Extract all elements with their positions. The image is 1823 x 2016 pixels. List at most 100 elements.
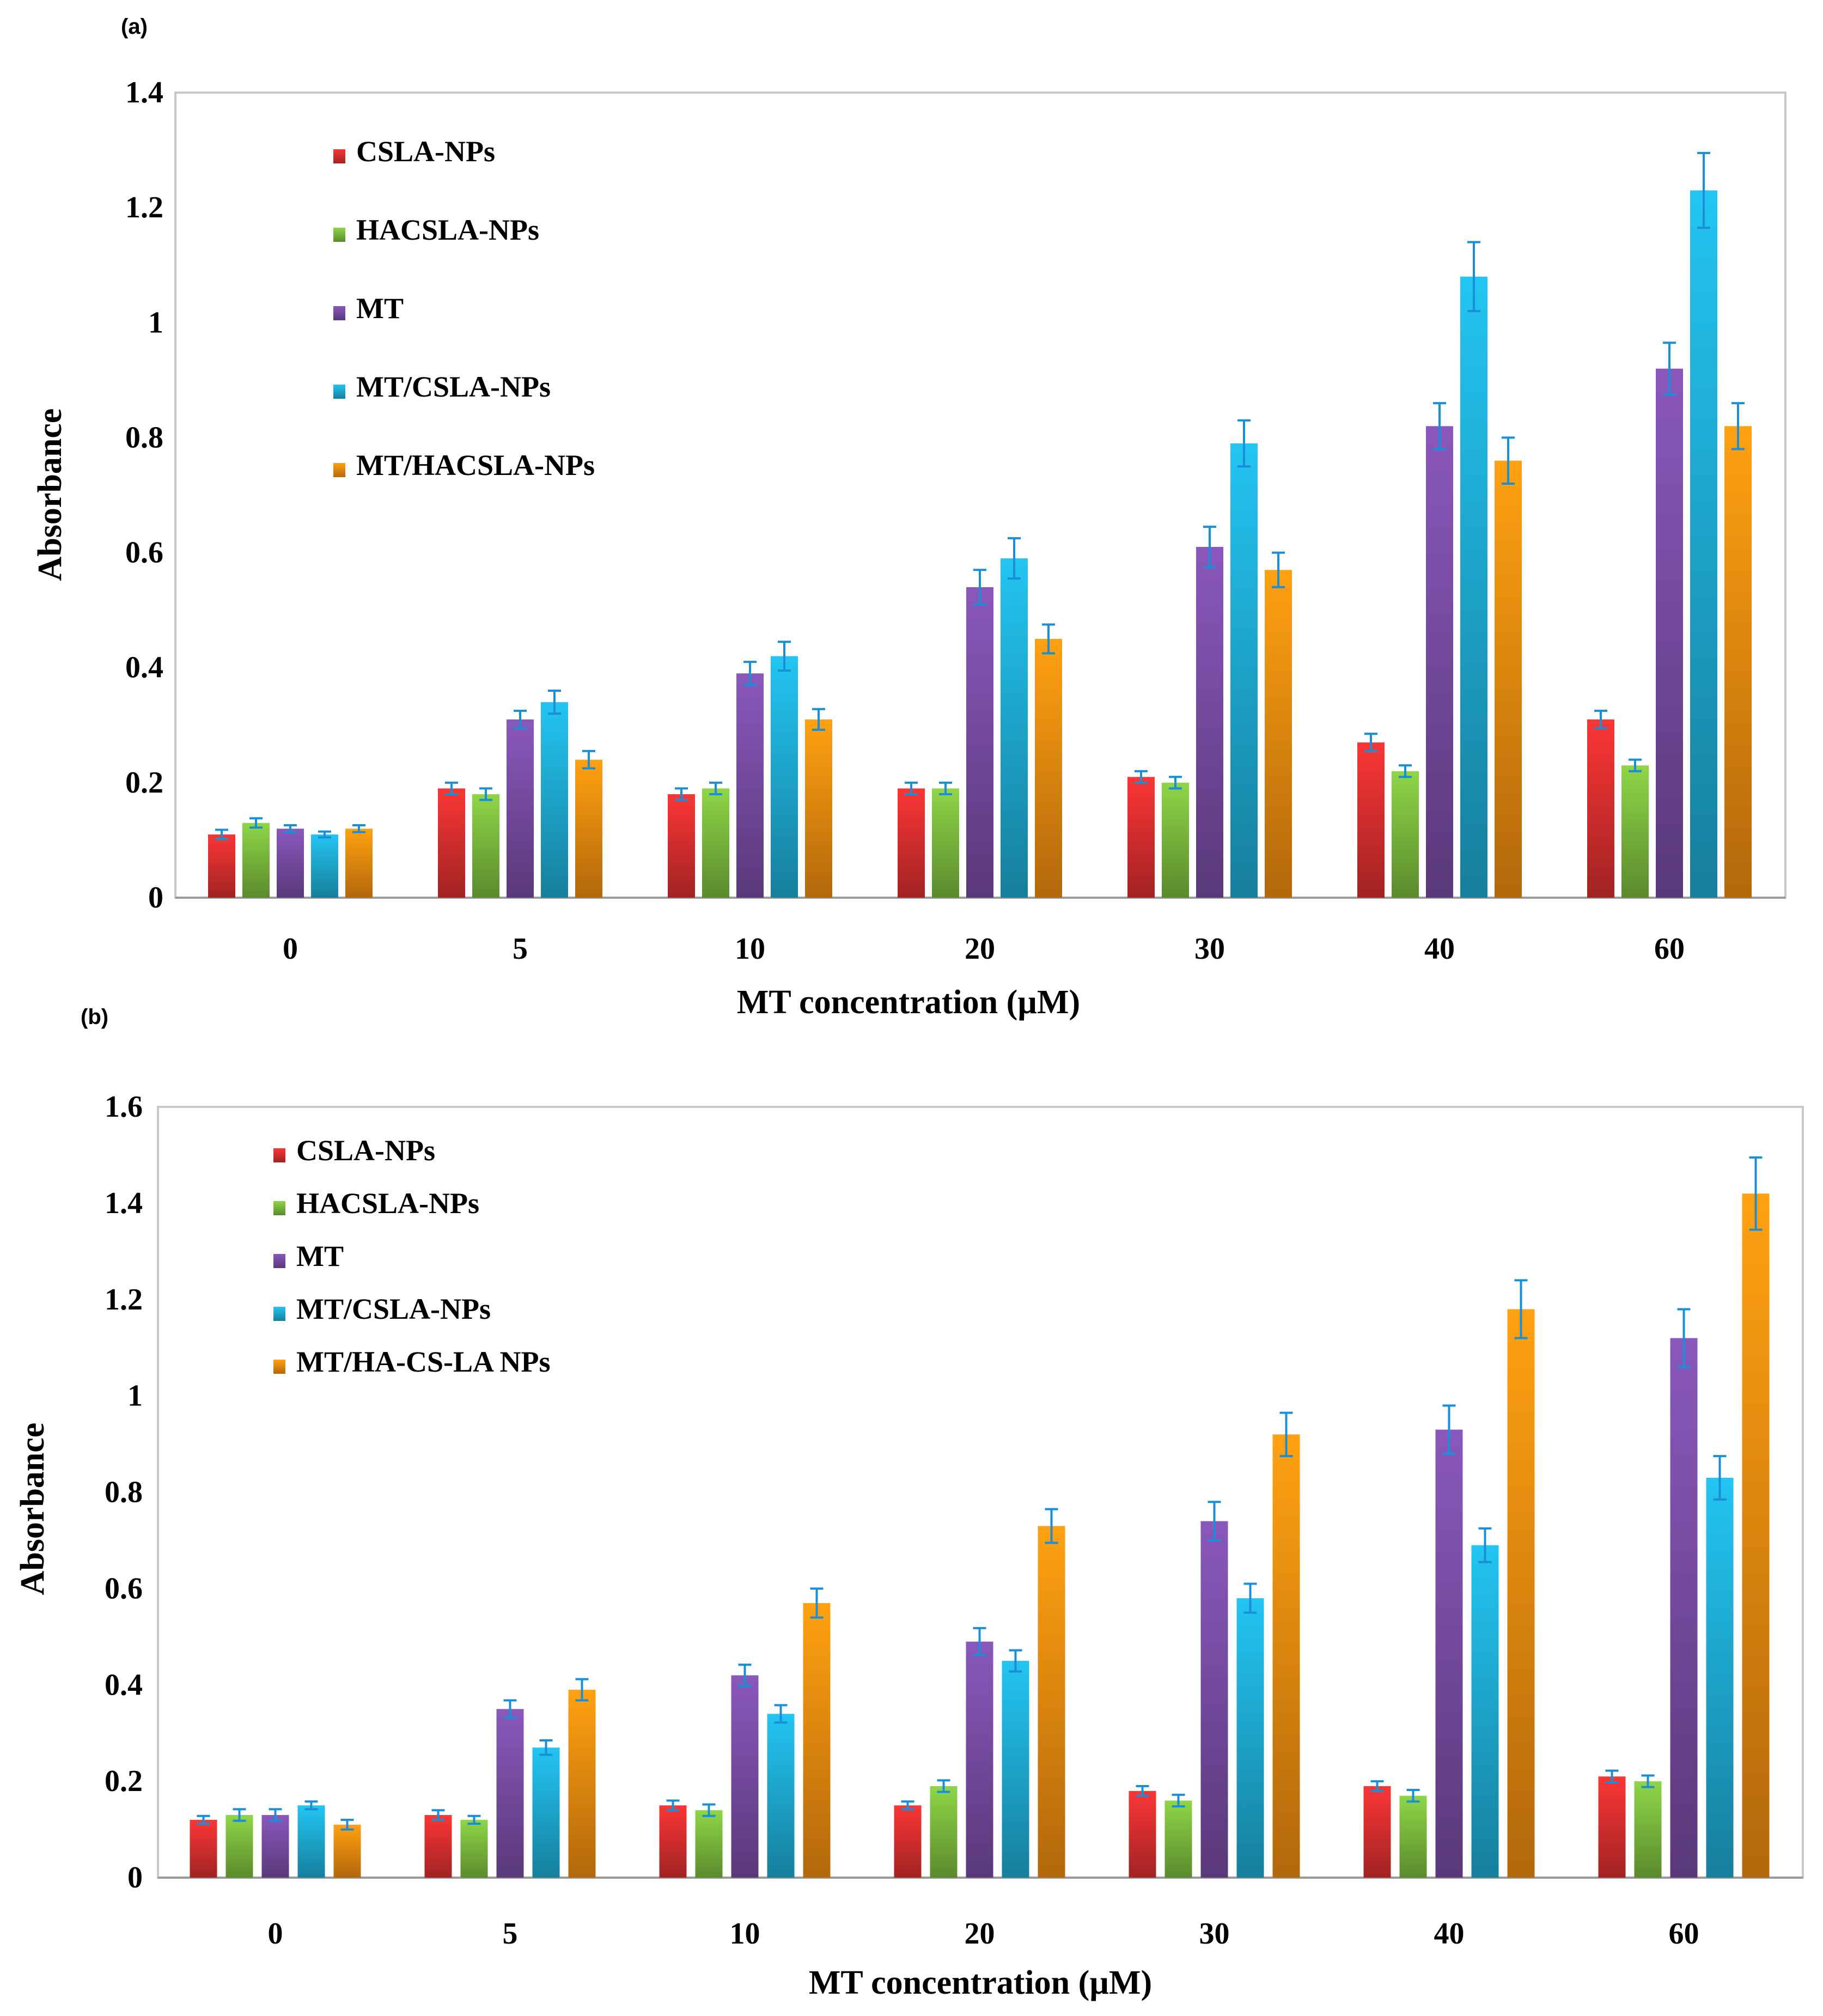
- error-bar: [1478, 1527, 1492, 1563]
- error-bar: [774, 1704, 788, 1724]
- legend-label: MT/HACSLA-NPs: [356, 449, 595, 482]
- bar-hacsla-nps-10: [702, 788, 729, 898]
- bar-hacsla-nps-5: [460, 1819, 488, 1878]
- bar-mt-hacsla-nps-5: [575, 759, 602, 898]
- bar-csla-nps-5: [438, 788, 465, 898]
- bar-csla-nps-30: [1127, 777, 1155, 898]
- bar-mt-csla-nps-60: [1690, 190, 1717, 898]
- bar-hacsla-nps-5: [472, 794, 499, 898]
- bar-hacsla-nps-40: [1399, 1795, 1427, 1878]
- error-bar: [1467, 241, 1480, 313]
- bar-mt-60: [1656, 368, 1683, 898]
- error-bar: [269, 1808, 282, 1822]
- panel-b-x-axis-title: MT concentration (µM): [809, 1964, 1152, 2001]
- error-bar: [352, 824, 365, 833]
- x-tick-label: 5: [503, 1917, 518, 1951]
- error-bar: [1433, 402, 1446, 450]
- y-tick-label: 0: [148, 881, 163, 915]
- legend-swatch: [333, 463, 345, 477]
- bar-csla-nps-60: [1598, 1776, 1626, 1878]
- error-bar: [197, 1814, 210, 1825]
- bar-mt-40: [1426, 426, 1453, 898]
- legend-label: MT/CSLA-NPs: [296, 1293, 491, 1325]
- x-tick-label: 0: [283, 932, 298, 966]
- error-bar: [1169, 776, 1182, 790]
- legend-label: MT: [296, 1240, 344, 1272]
- error-bar: [431, 1809, 445, 1821]
- error-bar: [1172, 1793, 1185, 1808]
- error-bar: [1514, 1279, 1528, 1339]
- bar-mt-hacsla-nps-40: [1495, 460, 1522, 898]
- error-bar: [1364, 733, 1377, 752]
- error-bar: [467, 1814, 481, 1825]
- panel-a-y-tick-labels: 0 0.2 0.4 0.6 0.8 1 1.2 1.4: [125, 76, 163, 915]
- x-tick-label: 40: [1434, 1917, 1465, 1951]
- y-tick-label: 1.2: [105, 1283, 143, 1317]
- bar-mt-csla-nps-60: [1706, 1477, 1734, 1878]
- error-bar: [539, 1739, 553, 1756]
- error-bar: [1045, 1508, 1058, 1544]
- y-tick-label: 1.2: [125, 191, 163, 224]
- error-bar: [284, 824, 297, 833]
- y-tick-label: 0.2: [125, 766, 163, 800]
- bar-mt-10: [731, 1675, 759, 1878]
- legend-label: MT: [356, 292, 404, 325]
- error-bar: [812, 708, 825, 731]
- bar-mt-5: [507, 719, 534, 898]
- bar-mt-csla-nps-5: [532, 1747, 560, 1878]
- error-bar: [1203, 526, 1216, 568]
- panel-b: (b) 0 0.2 0.4 0.6 0.8 1 1.2 1.4 1.6 0 5 10 20 30 40 60…: [14, 1005, 1804, 2001]
- bar-csla-nps-5: [424, 1815, 452, 1878]
- bar-csla-nps-20: [898, 788, 925, 898]
- y-tick-label: 1.4: [125, 76, 163, 109]
- bar-mt-hacsla-nps-20: [1035, 638, 1062, 898]
- bar-mt-hacsla-nps-30: [1265, 570, 1292, 898]
- error-bar: [1677, 1308, 1691, 1368]
- panel-a-label: (a): [121, 15, 148, 39]
- error-bar: [233, 1808, 246, 1822]
- x-tick-label: 30: [1194, 932, 1225, 966]
- legend-swatch: [333, 228, 345, 242]
- bar-hacsla-nps-20: [930, 1786, 958, 1878]
- error-bar: [778, 641, 791, 672]
- bar-mt-60: [1670, 1338, 1698, 1878]
- bar-mt-0: [277, 829, 304, 898]
- y-tick-label: 0.6: [105, 1572, 143, 1605]
- bar-mt-ha-cs-la-nps-30: [1272, 1434, 1300, 1878]
- y-tick-label: 1: [127, 1379, 143, 1413]
- bar-mt-0: [261, 1815, 289, 1878]
- bar-csla-nps-30: [1129, 1790, 1156, 1878]
- bar-mt-csla-nps-30: [1236, 1598, 1264, 1878]
- legend-swatch: [333, 306, 345, 320]
- bar-mt-ha-cs-la-nps-40: [1507, 1309, 1535, 1878]
- error-bar: [1605, 1769, 1619, 1783]
- error-bar: [340, 1818, 354, 1831]
- error-bar: [1208, 1501, 1221, 1542]
- bar-csla-nps-60: [1587, 719, 1614, 898]
- panel-a-y-axis-title: Absorbance: [32, 409, 69, 581]
- error-bar: [675, 787, 688, 801]
- error-bar: [1272, 551, 1285, 588]
- bar-mt-csla-nps-0: [297, 1805, 325, 1878]
- x-tick-label: 20: [965, 932, 995, 966]
- error-bar: [582, 750, 595, 770]
- panel-a-x-axis-title: MT concentration (µM): [737, 984, 1080, 1021]
- bar-mt-40: [1435, 1429, 1463, 1878]
- panel-a-bars: [208, 151, 1752, 898]
- legend-label: CSLA-NPs: [296, 1134, 435, 1167]
- panel-a: (a) 0 0.2 0.4 0.6 0.8 1 1.2 1.4 0 5 10 20 30 40 60 CS…: [32, 15, 1787, 1021]
- legend-label: HACSLA-NPs: [296, 1187, 479, 1220]
- error-bar: [514, 709, 527, 729]
- error-bar: [1641, 1774, 1655, 1788]
- bar-mt-ha-cs-la-nps-60: [1742, 1193, 1770, 1878]
- error-bar: [666, 1799, 680, 1812]
- panel-b-label: (b): [81, 1005, 108, 1029]
- x-tick-label: 30: [1199, 1917, 1230, 1951]
- bar-mt-csla-nps-30: [1230, 443, 1258, 898]
- x-tick-label: 60: [1669, 1917, 1699, 1951]
- error-bar: [937, 1779, 950, 1793]
- bar-hacsla-nps-30: [1164, 1800, 1192, 1878]
- error-bar: [905, 781, 918, 795]
- panel-b-bars: [190, 1156, 1770, 1878]
- bar-hacsla-nps-0: [242, 823, 270, 898]
